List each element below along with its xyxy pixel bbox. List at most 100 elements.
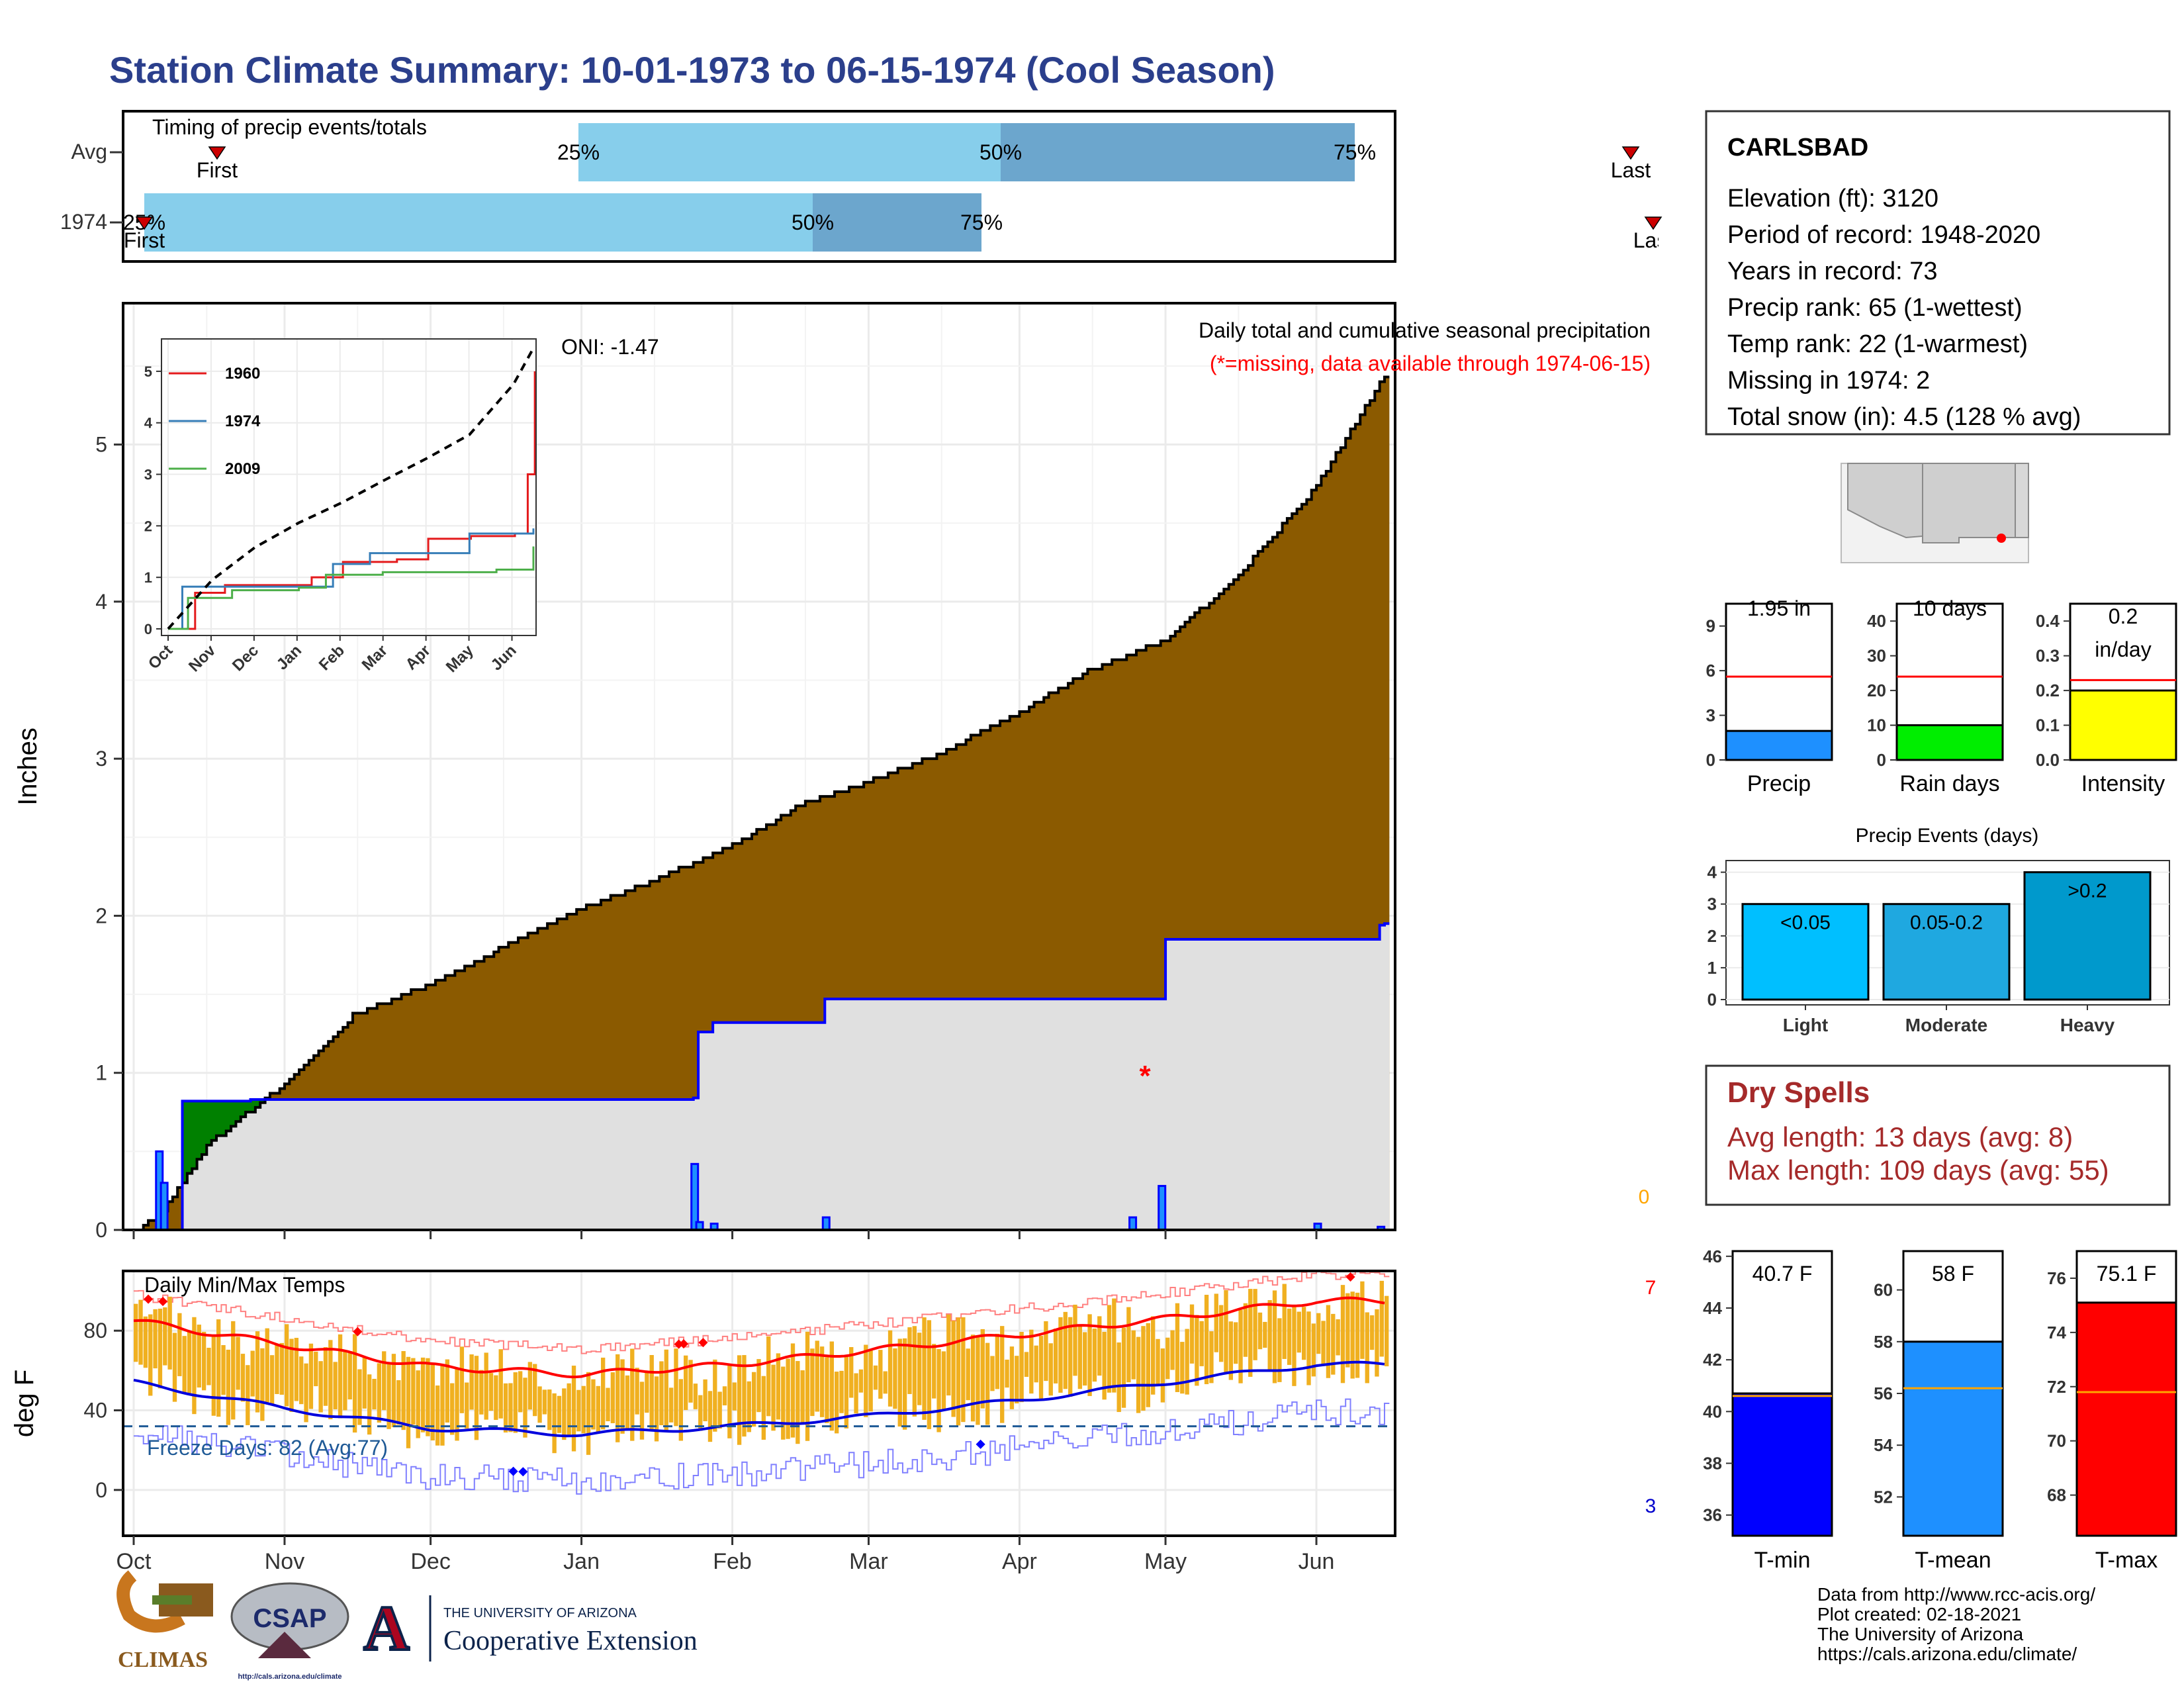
timing-avg-iqr-high	[1001, 123, 1355, 181]
daily-temp-range-bar	[1024, 1352, 1029, 1377]
daily-temp-range-bar	[819, 1346, 825, 1417]
tmean-y-tick-label: 52	[1874, 1487, 1893, 1507]
daily-temp-range-bar	[786, 1358, 790, 1439]
daily-temp-range-bar	[1189, 1304, 1195, 1364]
location-map	[1841, 463, 2029, 563]
daily-temp-range-bar	[844, 1356, 849, 1429]
station-info-line: Total snow (in): 4.5 (128 % avg)	[1727, 403, 2081, 431]
temp-frame	[122, 1270, 1396, 1537]
daily-temp-range-bar	[839, 1370, 844, 1413]
timing-year-last-marker	[1644, 216, 1662, 230]
daily-temp-range-bar	[668, 1387, 674, 1423]
year-cumulative-line	[134, 922, 1390, 1231]
daily-temp-range-bar	[269, 1355, 275, 1405]
daily-temp-range-bar	[883, 1371, 887, 1394]
daily-temp-range-bar	[698, 1395, 703, 1431]
daily-temp-range-bar	[557, 1395, 562, 1433]
daily-precip-bar	[690, 1162, 700, 1231]
tmin-value-label: 40.7 F	[1752, 1262, 1813, 1286]
timing-year-iqr-high	[813, 193, 981, 252]
temp-min-record-count: 3	[1645, 1495, 1657, 1517]
daily-temp-range-bar	[717, 1391, 722, 1429]
daily-temp-range-bar	[1282, 1284, 1287, 1359]
daily-temp-range-bar	[688, 1360, 693, 1403]
daily-temp-range-bar	[1228, 1321, 1234, 1380]
temp-max-record-count: 7	[1645, 1277, 1657, 1299]
daily-temp-range-bar	[796, 1361, 800, 1444]
dry-spells-max: Max length: 109 days (avg: 55)	[1727, 1154, 2109, 1186]
daily-temp-range-bar	[221, 1345, 226, 1395]
daily-temp-range-bar	[465, 1382, 469, 1429]
temp-y-label: deg F	[10, 1370, 39, 1437]
daily-temp-range-bar	[143, 1316, 148, 1368]
daily-temp-range-bar	[713, 1359, 717, 1432]
footer: CLIMAS CSAP http://cals.arizona.edu/clim…	[116, 1570, 2095, 1681]
temp-x-tick-label: May	[1144, 1549, 1187, 1574]
daily-temp-range-bar	[1326, 1305, 1331, 1378]
daily-temp-range-bar	[304, 1363, 308, 1423]
timing-avg-iqr-low	[578, 123, 1001, 181]
daily-temp-range-bar	[138, 1299, 143, 1365]
dry-spells-title: Dry Spells	[1727, 1076, 1870, 1109]
daily-temp-range-bar	[197, 1325, 201, 1388]
station-info-line: Temp rank: 22 (1-warmest)	[1727, 330, 2028, 358]
daily-temp-range-bar	[684, 1355, 688, 1411]
timing-avg-last-marker	[1621, 146, 1640, 160]
temperature-bars: 36 38 40 42 44 46 40.7 F T-min 52 54 56 58 60 58 F T-m…	[1703, 1246, 2177, 1573]
daily-temp-range-bar	[333, 1362, 338, 1409]
inset-line-2009	[168, 546, 535, 630]
daily-temp-range-bar	[980, 1329, 985, 1409]
daily-temp-range-bar	[902, 1338, 907, 1430]
daily-temp-range-bar	[338, 1334, 343, 1419]
precip-y-tick-label: 5	[95, 433, 107, 457]
daily-temp-range-bar	[873, 1365, 878, 1390]
record-max-marker	[678, 1339, 689, 1349]
daily-temp-range-bar	[372, 1378, 377, 1410]
daily-temp-range-bar	[484, 1352, 488, 1420]
daily-temp-range-bar	[961, 1317, 966, 1423]
daily-temp-range-bar	[1243, 1303, 1248, 1357]
temp-x-tick-label: Mar	[849, 1549, 888, 1574]
climas-wordmark: CLIMAS	[118, 1648, 208, 1672]
temp-caption: Daily Min/Max Temps	[144, 1273, 345, 1297]
dry-spells-box: Dry Spells Avg length: 13 days (avg: 8) …	[1705, 1064, 2171, 1206]
ua-extension-text: Cooperative Extension	[443, 1626, 698, 1656]
daily-temp-range-bar	[158, 1308, 163, 1389]
daily-temp-range-bar	[445, 1359, 450, 1423]
precip-missing-marker: *	[1139, 1060, 1151, 1092]
daily-temp-range-bar	[912, 1326, 917, 1417]
inset-y-tick-label: 4	[144, 415, 153, 432]
daily-temp-range-bar	[1063, 1311, 1068, 1389]
precip-y-tick-label: 9	[1706, 616, 1715, 636]
daily-temp-range-bar	[849, 1346, 854, 1398]
events-y-tick-label: 4	[1707, 863, 1717, 882]
inset-y-tick-label: 0	[144, 621, 152, 637]
tmean-y-tick-label: 60	[1874, 1280, 1893, 1300]
daily-temp-range-bar	[479, 1370, 484, 1415]
daily-temp-range-bar	[727, 1365, 732, 1438]
intensity-y-tick-label: 0.1	[2036, 716, 2060, 735]
daily-temp-range-bar	[1034, 1345, 1038, 1383]
timing-year-iqr-low	[144, 193, 813, 252]
events-bar-label: <0.05	[1780, 912, 1831, 934]
daily-temp-range-bar	[289, 1338, 294, 1412]
precip-y-tick-label: 6	[1706, 661, 1715, 680]
daily-temp-range-bar	[1267, 1300, 1272, 1370]
daily-temp-range-bar	[411, 1358, 416, 1425]
daily-temp-range-bar	[1038, 1336, 1044, 1399]
daily-temp-range-bar	[1301, 1307, 1306, 1360]
daily-temp-range-bar	[606, 1387, 610, 1422]
daily-temp-range-bar	[1316, 1313, 1321, 1354]
daily-temp-range-bar	[1146, 1323, 1151, 1407]
footer-credit-line: https://cals.arizona.edu/climate/	[1817, 1644, 2077, 1664]
daily-temp-range-bar	[707, 1391, 713, 1442]
daily-temp-range-bar	[450, 1383, 455, 1435]
daily-temp-range-bar	[761, 1376, 766, 1440]
timing-avg-p75: 75%	[1334, 140, 1376, 164]
daily-temp-range-bar	[1165, 1337, 1170, 1380]
daily-temp-range-bar	[927, 1320, 932, 1429]
daily-temp-range-bar	[182, 1336, 187, 1394]
daily-temp-range-bar	[328, 1340, 333, 1420]
daily-temp-range-bar	[756, 1359, 761, 1413]
tmin-y-tick-label: 40	[1703, 1401, 1722, 1421]
